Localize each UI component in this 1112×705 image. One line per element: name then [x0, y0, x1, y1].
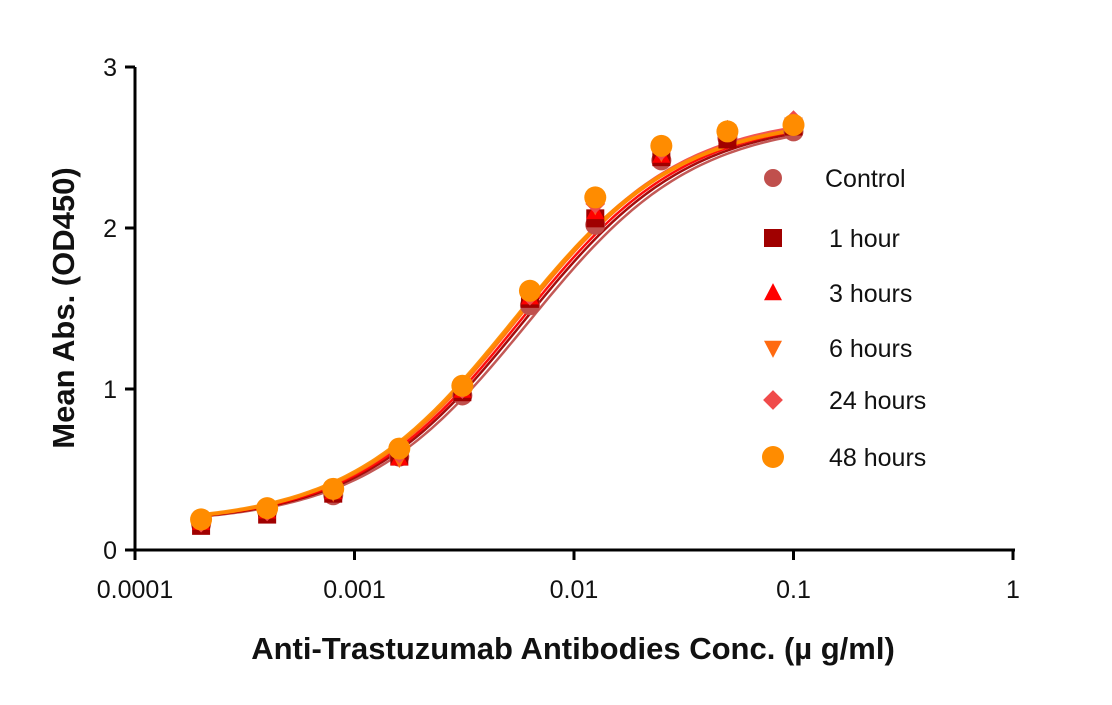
- legend-label-1-hour: 1 hour: [829, 225, 900, 253]
- legend-label-6-hours: 6 hours: [829, 335, 912, 363]
- series-24-hours: [191, 110, 804, 533]
- x-tick-label-1: 0.001: [323, 576, 386, 604]
- fit-curve-control: [199, 134, 795, 518]
- x-tick-label-3: 0.1: [776, 576, 811, 604]
- legend-label-48-hours: 48 hours: [829, 444, 926, 472]
- legend-label-control: Control: [825, 165, 906, 193]
- legend-label-3-hours: 3 hours: [829, 280, 912, 308]
- legend-item-48-hours: 48 hours: [762, 444, 926, 472]
- legend-marker-48-hours: [762, 446, 784, 468]
- legend: Control 1 hour 3 hours 6 hours 24 hours 48 ho…: [762, 165, 926, 472]
- legend-item-6-hours: 6 hours: [764, 335, 912, 363]
- legend-marker-control: [764, 169, 782, 187]
- y-axis-title: Mean Abs. (OD450): [46, 167, 81, 448]
- data-point-48-hours-4: [451, 374, 474, 397]
- data-point-48-hours-6: [584, 186, 607, 209]
- legend-marker-6-hours: [764, 340, 782, 358]
- fit-curve-24-hours: [199, 126, 795, 517]
- fit-curve-48-hours: [199, 128, 796, 518]
- fit-curve-3-hours: [199, 130, 795, 518]
- data-point-48-hours-3: [388, 437, 411, 460]
- axes: [133, 67, 1015, 552]
- y-tick-label-2: 2: [103, 215, 117, 243]
- data-point-48-hours-7: [650, 134, 673, 157]
- ticks: 0.0001 0.001 0.01 0.1 1 0 1 2 3: [97, 54, 1020, 604]
- data-point-48-hours-0: [190, 508, 213, 531]
- legend-item-1-hour: 1 hour: [764, 225, 900, 253]
- x-tick-label-4: 1: [1006, 576, 1020, 604]
- data-point-48-hours-8: [716, 120, 739, 143]
- x-axis-title: Anti-Trastuzumab Antibodies Conc. (µ g/m…: [251, 631, 895, 666]
- legend-item-control: Control: [764, 165, 906, 193]
- legend-marker-1-hour: [764, 229, 782, 247]
- x-tick-label-0: 0.0001: [97, 576, 173, 604]
- data-point-48-hours-2: [322, 477, 345, 500]
- data-points: [190, 110, 805, 535]
- legend-label-24-hours: 24 hours: [829, 387, 926, 415]
- series-48-hours: [190, 113, 805, 531]
- series-3-hours: [192, 111, 803, 530]
- fit-curves: [199, 126, 796, 518]
- y-tick-label-0: 0: [103, 537, 117, 565]
- legend-item-24-hours: 24 hours: [763, 387, 926, 415]
- data-point-48-hours-5: [518, 279, 541, 302]
- legend-marker-24-hours: [763, 390, 783, 410]
- fit-curve-6-hours: [199, 128, 795, 517]
- fit-curve-1-hour: [199, 132, 795, 518]
- series-6-hours: [192, 117, 803, 531]
- legend-item-3-hours: 3 hours: [764, 280, 912, 308]
- y-tick-label-3: 3: [103, 54, 117, 82]
- series-1-hour: [192, 117, 803, 535]
- x-tick-label-2: 0.01: [550, 576, 599, 604]
- data-point-48-hours-9: [782, 113, 805, 136]
- data-point-48-hours-1: [256, 497, 279, 520]
- legend-marker-3-hours: [764, 283, 782, 301]
- series-control: [191, 121, 804, 535]
- y-tick-label-1: 1: [103, 376, 117, 404]
